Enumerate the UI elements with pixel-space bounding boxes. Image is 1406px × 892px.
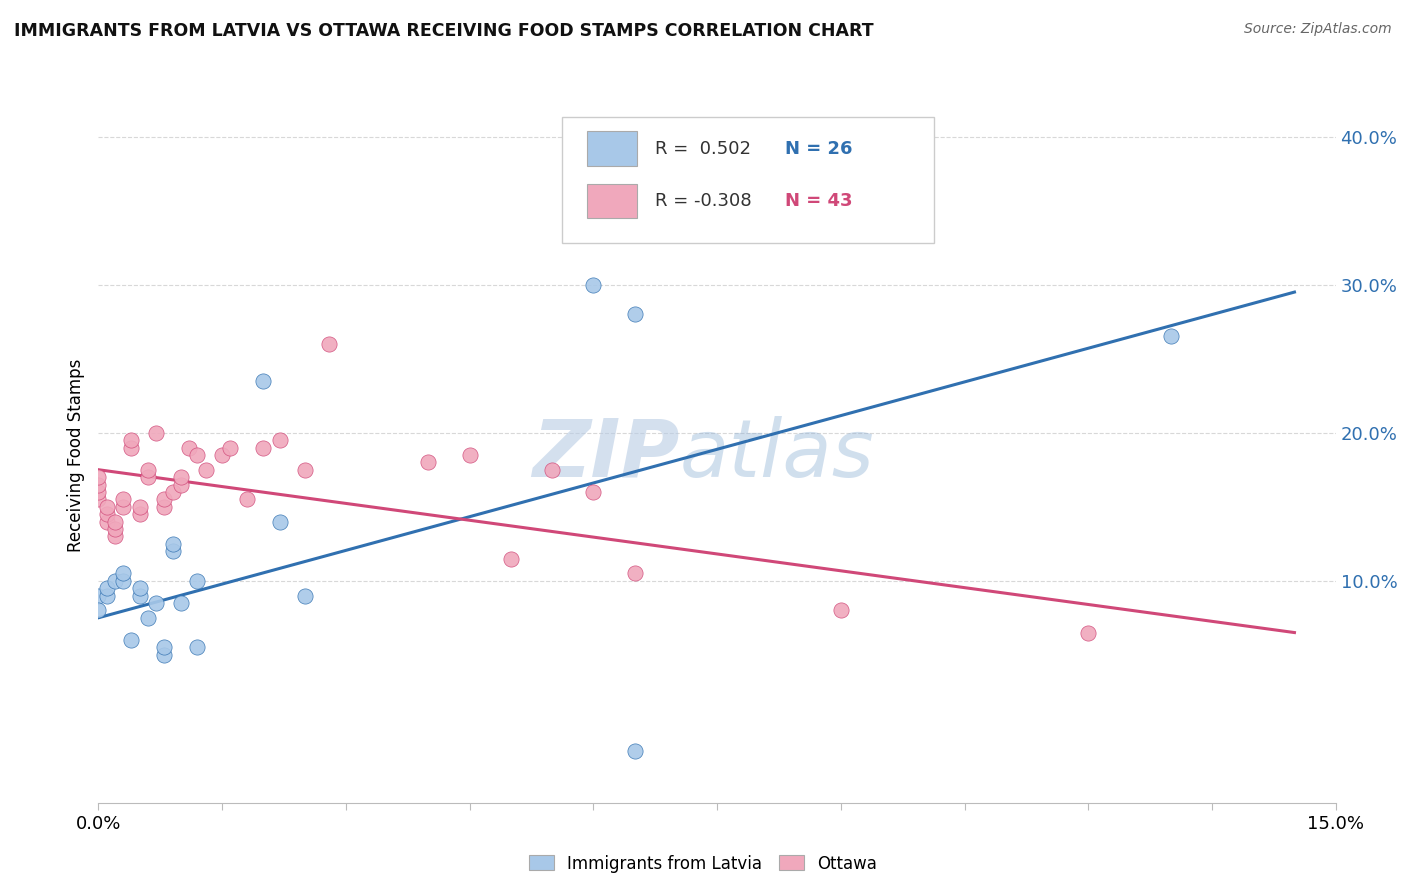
Point (179, 441, 201, 455)
Point (128, 581, 150, 595)
Point (104, 522, 127, 536)
Point (96, 581, 118, 595)
Point (186, 448, 208, 462)
Point (120, 441, 142, 455)
Point (87, 470, 110, 484)
Point (162, 537, 184, 551)
Point (1160, 329, 1182, 343)
Point (104, 529, 127, 543)
Text: atlas: atlas (681, 416, 875, 494)
Point (136, 463, 159, 477)
Point (252, 374, 274, 388)
Point (194, 463, 217, 477)
Point (112, 500, 135, 514)
FancyBboxPatch shape (588, 184, 637, 219)
Point (87, 492, 110, 507)
Point (153, 640, 176, 655)
Point (499, 551, 522, 566)
Point (623, 307, 645, 321)
Point (830, 603, 852, 617)
Point (112, 492, 135, 507)
Point (236, 492, 259, 507)
Text: R =  0.502: R = 0.502 (655, 140, 751, 158)
Point (104, 574, 127, 588)
Point (112, 566, 135, 581)
Point (136, 470, 159, 484)
Point (87, 477, 110, 491)
Point (162, 544, 184, 558)
Point (458, 448, 481, 462)
Point (623, 744, 645, 758)
FancyBboxPatch shape (588, 131, 637, 166)
Text: ZIP: ZIP (533, 416, 681, 494)
FancyBboxPatch shape (562, 118, 934, 243)
Point (87, 603, 110, 617)
Point (87, 484, 110, 499)
Point (128, 500, 150, 514)
Point (1077, 625, 1099, 640)
Point (162, 484, 184, 499)
Point (582, 277, 605, 292)
Point (170, 477, 193, 491)
Point (128, 507, 150, 521)
Point (294, 463, 316, 477)
Text: R = -0.308: R = -0.308 (655, 192, 752, 210)
Point (541, 463, 564, 477)
Point (153, 500, 176, 514)
Text: IMMIGRANTS FROM LATVIA VS OTTAWA RECEIVING FOOD STAMPS CORRELATION CHART: IMMIGRANTS FROM LATVIA VS OTTAWA RECEIVI… (14, 22, 873, 40)
Point (96, 500, 118, 514)
Point (128, 589, 150, 603)
Point (153, 648, 176, 662)
Point (136, 611, 159, 625)
Point (252, 441, 274, 455)
Point (318, 337, 340, 351)
Point (418, 455, 440, 469)
Point (153, 492, 176, 507)
Text: N = 26: N = 26 (785, 140, 852, 158)
Point (219, 441, 242, 455)
Point (120, 632, 142, 647)
Point (96, 515, 118, 529)
Text: Source: ZipAtlas.com: Source: ZipAtlas.com (1244, 22, 1392, 37)
Point (582, 484, 605, 499)
Y-axis label: Receiving Food Stamps: Receiving Food Stamps (66, 359, 84, 551)
Point (87, 589, 110, 603)
Point (96, 507, 118, 521)
Point (120, 433, 142, 447)
Point (96, 589, 118, 603)
Point (170, 596, 193, 610)
Text: N = 43: N = 43 (785, 192, 852, 210)
Point (186, 574, 208, 588)
Point (186, 640, 208, 655)
Legend: Immigrants from Latvia, Ottawa: Immigrants from Latvia, Ottawa (522, 848, 884, 880)
Point (145, 596, 167, 610)
Point (104, 515, 127, 529)
Point (623, 566, 645, 581)
Point (170, 470, 193, 484)
Point (269, 515, 291, 529)
Point (112, 574, 135, 588)
Point (211, 448, 233, 462)
Point (665, 203, 688, 218)
Point (294, 589, 316, 603)
Point (145, 425, 167, 440)
Point (269, 433, 291, 447)
